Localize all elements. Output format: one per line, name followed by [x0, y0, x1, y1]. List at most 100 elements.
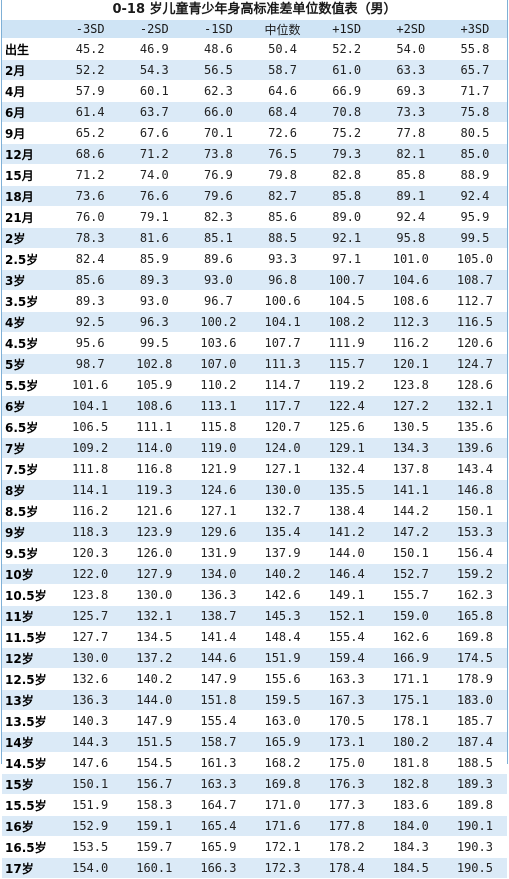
row-age-label: 4岁	[2, 311, 59, 333]
table-cell-value: 120.6	[442, 332, 507, 354]
table-cell-value: 54.0	[378, 38, 443, 60]
table-cell-value: 92.4	[378, 206, 443, 228]
table-cell-value: 75.8	[442, 101, 507, 123]
height-sd-table: -3SD -2SD -1SD 中位数 +1SD +2SD +3SD 出生 45.2…	[2, 20, 507, 879]
table-row: 14.5岁 147.6 154.5 161.3 168.2 175.0 181.8 188.5	[2, 752, 507, 774]
table-row: 15月 71.2 74.0 76.9 79.8 82.8 85.8 88.9	[2, 164, 507, 186]
row-age-label: 2.5岁	[2, 248, 59, 270]
table-cell-value: 160.1	[122, 857, 187, 879]
row-age-label: 16.5岁	[2, 836, 59, 858]
table-cell-value: 163.3	[314, 668, 379, 690]
table-row: 10岁 122.0 127.9 134.0 140.2 146.4 152.7 159.2	[2, 563, 507, 585]
table-cell-value: 140.2	[250, 563, 315, 585]
table-cell-value: 89.3	[58, 290, 123, 312]
table-row: 13.5岁 140.3 147.9 155.4 163.0 170.5 178.1 185.7	[2, 710, 507, 732]
table-cell-value: 52.2	[58, 59, 123, 81]
table-cell-value: 156.7	[122, 773, 187, 795]
table-cell-value: 76.9	[186, 164, 251, 186]
table-cell-value: 147.9	[186, 668, 251, 690]
table-cell-value: 144.2	[378, 500, 443, 522]
table-cell-value: 121.9	[186, 458, 251, 480]
table-cell-value: 122.0	[58, 563, 123, 585]
table-cell-value: 146.4	[314, 563, 379, 585]
table-row: 12月 68.6 71.2 73.8 76.5 79.3 82.1 85.0	[2, 143, 507, 165]
table-cell-value: 75.2	[314, 122, 379, 144]
table-row: 2岁 78.3 81.6 85.1 88.5 92.1 95.8 99.5	[2, 227, 507, 249]
table-cell-value: 81.6	[122, 227, 187, 249]
table-cell-value: 136.3	[58, 689, 123, 711]
row-age-label: 14岁	[2, 731, 59, 753]
table-cell-value: 127.1	[250, 458, 315, 480]
table-cell-value: 159.1	[122, 815, 187, 837]
table-cell-value: 107.7	[250, 332, 315, 354]
row-age-label: 10.5岁	[2, 584, 59, 606]
row-age-label: 6岁	[2, 395, 59, 417]
table-cell-value: 54.3	[122, 59, 187, 81]
table-cell-value: 118.3	[58, 521, 123, 543]
table-cell-value: 147.6	[58, 752, 123, 774]
table-row: 9.5岁 120.3 126.0 131.9 137.9 144.0 150.1 156.4	[2, 542, 507, 564]
table-row: 9月 65.2 67.6 70.1 72.6 75.2 77.8 80.5	[2, 122, 507, 144]
table-cell-value: 56.5	[186, 59, 251, 81]
table-cell-value: 120.1	[378, 353, 443, 375]
table-cell-value: 187.4	[442, 731, 507, 753]
table-cell-value: 132.4	[314, 458, 379, 480]
table-cell-value: 136.3	[186, 584, 251, 606]
table-cell-value: 113.1	[186, 395, 251, 417]
table-row: 9岁 118.3 123.9 129.6 135.4 141.2 147.2 153.3	[2, 521, 507, 543]
header-plus-1sd: +1SD	[314, 20, 379, 39]
table-row: 3.5岁 89.3 93.0 96.7 100.6 104.5 108.6 112.7	[2, 290, 507, 312]
header-row: -3SD -2SD -1SD 中位数 +1SD +2SD +3SD	[2, 20, 507, 39]
table-cell-value: 178.1	[378, 710, 443, 732]
table-cell-value: 170.5	[314, 710, 379, 732]
table-cell-value: 144.0	[122, 689, 187, 711]
table-cell-value: 78.3	[58, 227, 123, 249]
table-cell-value: 127.9	[122, 563, 187, 585]
table-cell-value: 117.7	[250, 395, 315, 417]
table-cell-value: 145.3	[250, 605, 315, 627]
row-age-label: 6月	[2, 101, 59, 123]
table-cell-value: 103.6	[186, 332, 251, 354]
table-cell-value: 120.7	[250, 416, 315, 438]
table-cell-value: 82.7	[250, 185, 315, 207]
table-cell-value: 132.7	[250, 500, 315, 522]
table-cell-value: 89.3	[122, 269, 187, 291]
table-cell-value: 64.6	[250, 80, 315, 102]
table-cell-value: 119.0	[186, 437, 251, 459]
table-cell-value: 151.5	[122, 731, 187, 753]
table-cell-value: 159.7	[122, 836, 187, 858]
table-cell-value: 85.8	[314, 185, 379, 207]
table-cell-value: 123.9	[122, 521, 187, 543]
table-cell-value: 165.8	[442, 605, 507, 627]
row-age-label: 12.5岁	[2, 668, 59, 690]
table-row: 16岁 152.9 159.1 165.4 171.6 177.8 184.0 190.1	[2, 815, 507, 837]
table-cell-value: 162.3	[442, 584, 507, 606]
row-age-label: 3岁	[2, 269, 59, 291]
table-cell-value: 147.2	[378, 521, 443, 543]
table-cell-value: 159.4	[314, 647, 379, 669]
table-cell-value: 73.3	[378, 101, 443, 123]
table-cell-value: 93.0	[122, 290, 187, 312]
table-cell-value: 73.8	[186, 143, 251, 165]
table-cell-value: 134.3	[378, 437, 443, 459]
table-cell-value: 70.8	[314, 101, 379, 123]
row-age-label: 11.5岁	[2, 626, 59, 648]
row-age-label: 12月	[2, 143, 59, 165]
table-cell-value: 165.4	[186, 815, 251, 837]
table-cell-value: 119.2	[314, 374, 379, 396]
table-cell-value: 151.9	[250, 647, 315, 669]
table-cell-value: 175.0	[314, 752, 379, 774]
table-cell-value: 76.5	[250, 143, 315, 165]
table-cell-value: 125.6	[314, 416, 379, 438]
table-cell-value: 128.6	[442, 374, 507, 396]
table-row: 11岁 125.7 132.1 138.7 145.3 152.1 159.0 165.8	[2, 605, 507, 627]
table-cell-value: 45.2	[58, 38, 123, 60]
table-cell-value: 66.9	[314, 80, 379, 102]
table-cell-value: 116.2	[378, 332, 443, 354]
table-cell-value: 65.7	[442, 59, 507, 81]
table-cell-value: 72.6	[250, 122, 315, 144]
table-cell-value: 79.8	[250, 164, 315, 186]
table-cell-value: 122.4	[314, 395, 379, 417]
table-row: 5岁 98.7 102.8 107.0 111.3 115.7 120.1 124.7	[2, 353, 507, 375]
table-cell-value: 46.9	[122, 38, 187, 60]
